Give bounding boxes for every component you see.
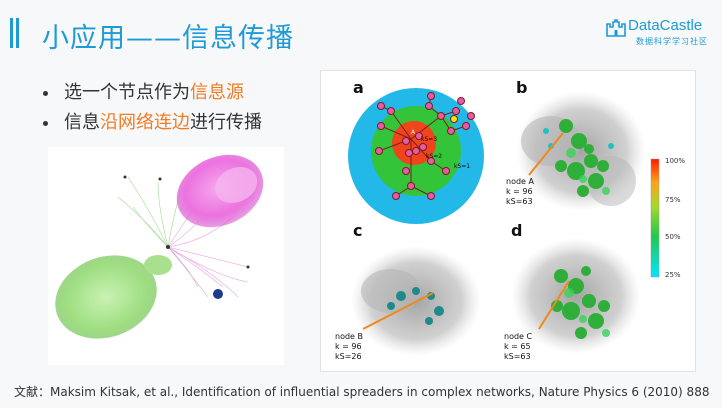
annot-c-line3: kS=26 [335, 352, 362, 361]
annot-b-line3: kS=63 [506, 197, 533, 206]
logo-text: DataCastle [628, 17, 703, 34]
shell-label-2: kS=2 [426, 153, 442, 160]
colorbar-label: 50% [665, 233, 681, 241]
shell-label-1: kS=1 [454, 163, 470, 170]
colorbar-label: 25% [665, 271, 681, 279]
page-title: 小应用——信息传播 [42, 23, 294, 54]
bullet-item: 选一个节点作为信息源 [38, 78, 262, 108]
network-visualization [48, 147, 284, 365]
shell-label-3: kS=3 [421, 136, 437, 143]
kitsak-figure: a A kS=3 kS=2 kS=1 b [320, 70, 696, 372]
colorbar-label: 75% [665, 196, 681, 204]
colorbar [650, 158, 660, 278]
annot-b-line2: k = 96 [506, 187, 533, 196]
bullet-list: 选一个节点作为信息源 信息沿网络连边进行传播 [38, 78, 262, 138]
bullet-item: 信息沿网络连边进行传播 [38, 108, 262, 138]
bullet-text: 选一个节点作为 [64, 82, 190, 103]
annot-d-line2: k = 65 [504, 342, 531, 351]
datacastle-logo: DataCastle 数据科学学习社区 [606, 17, 716, 51]
bullet-text: 信息 [64, 112, 100, 133]
bullet-highlight: 沿网络连边 [100, 112, 190, 133]
panel-label-b: b [516, 78, 527, 97]
castle-icon [606, 19, 626, 37]
panel-label-d: d [511, 221, 522, 240]
node-a-label: A [411, 129, 416, 136]
annot-b-line1: node A [506, 177, 535, 186]
bullet-text: 进行传播 [190, 112, 262, 133]
annot-d-line1: node C [504, 332, 533, 341]
colorbar-label: 100% [665, 157, 685, 165]
spreader-figure-image: a A kS=3 kS=2 kS=1 b [335, 78, 685, 361]
network-graph-image [55, 154, 264, 339]
annot-d-line3: kS=63 [504, 352, 531, 361]
citation: 文献：Maksim Kitsak, et al., Identification… [14, 385, 710, 399]
logo-subtitle: 数据科学学习社区 [636, 37, 708, 46]
bullet-highlight: 信息源 [190, 82, 244, 103]
annot-c-line2: k = 96 [335, 342, 362, 351]
annot-c-line1: node B [335, 332, 363, 341]
panel-label-c: c [353, 221, 362, 240]
title-accent-bars [10, 18, 20, 48]
panel-label-a: a [353, 78, 364, 97]
